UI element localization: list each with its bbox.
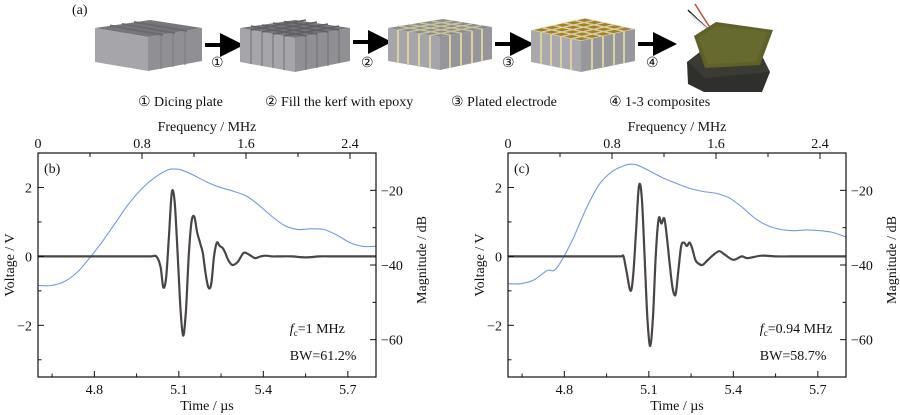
x-tick-label: 5.4 [725,383,743,398]
step-2-number: ② [361,56,374,71]
composite-transducer-photo [687,3,773,92]
electrode-pad [617,27,632,31]
x-tick-label: 5.7 [809,383,827,398]
electrode-pad [587,20,602,25]
center-frequency-annotation: fc=0.94 MHz [760,322,833,338]
electrode-pad [554,28,570,32]
electrode-pad [574,37,589,41]
x2-axis-label: Frequency / MHz [628,120,727,135]
y-tick-label: 0 [495,250,502,265]
electrode-pad [544,30,559,34]
y-axis-label: Voltage / V [3,233,18,296]
step-3-caption: ③ Plated electrode [451,95,557,110]
electrode-pad [564,34,579,39]
panel-a: (a) ① [72,3,773,110]
electrode-pad [574,32,590,36]
y2-axis-label: Magnitude / dB [885,216,900,304]
electrode-pad [565,25,581,29]
x2-tick-label: 0 [35,137,42,152]
y2-tick-label: −60 [381,334,403,349]
y2-axis-label: Magnitude / dB [415,216,430,304]
electrode-pad [584,34,600,38]
electrode-pad [606,29,622,34]
x2-tick-label: 2.4 [341,137,359,152]
dicing-plate-block-illustration [95,20,202,71]
electrode-pad [575,27,591,32]
step-3-number: ③ [502,56,515,71]
x2-tick-label: 0.8 [603,137,621,152]
x-tick-label: 5.1 [170,383,188,398]
x-tick-label: 5.1 [640,383,658,398]
magnitude-series-line [507,163,847,285]
y-tick-label: 2 [495,181,502,196]
y-axis-label: Voltage / V [473,233,488,296]
electrode-pad [534,28,549,32]
electrode-pad [555,23,571,27]
pillar-array-illustration [240,19,350,72]
voltage-series-line [37,189,376,337]
panel-label: (c) [514,162,530,177]
x-axis-label: Time / µs [180,399,233,414]
electrode-pad [607,25,622,29]
y2-tick-label: −40 [381,259,403,274]
y-tick-label: −2 [487,319,502,334]
electrode-pad [576,23,592,27]
center-frequency-annotation: fc=1 MHz [290,322,345,338]
electrode-pad [585,30,601,34]
y-tick-label: 0 [25,250,32,265]
electrode-pad [564,30,580,34]
x-tick-label: 4.8 [86,383,104,398]
step-2-caption: ② Fill the kerf with epoxy [265,95,413,110]
epoxy-filled-block-illustration [388,19,492,70]
voltage-series-line [507,182,846,348]
step-1-caption: ① Dicing plate [138,95,223,110]
electrode-pad [586,25,602,29]
electrode-pad [597,23,612,27]
x2-tick-label: 1.6 [707,137,725,152]
y2-tick-label: −20 [381,184,403,199]
x2-tick-label: 0 [505,137,512,152]
bandwidth-annotation: BW=58.7% [760,349,827,364]
panel-b-chart: 4.8 5.1 5.4 5.7 Time / µs 0 0.8 1.6 2.4 Frequency… [3,120,430,414]
y2-tick-label: −20 [851,184,873,199]
electrode-pad [566,21,582,25]
step-1-number: ① [211,56,224,71]
x2-tick-label: 0.8 [133,137,151,152]
y2-tick-label: −60 [851,334,873,349]
plot-frame [37,152,377,378]
electrode-pad [554,32,569,36]
panel-c-chart: 4.8 5.1 5.4 5.7 Time / µs 0 0.8 1.6 2.4 Frequency… [473,120,900,414]
x2-axis-label: Frequency / MHz [158,120,257,135]
step-4-caption: ④ 1-3 composites [609,95,710,110]
panel-a-label: (a) [72,3,88,18]
x-axis-label: Time / µs [650,399,703,414]
electrode-pad [577,18,592,22]
bandwidth-annotation: BW=61.2% [290,349,357,364]
y-tick-label: −2 [17,319,32,334]
y-tick-label: 2 [25,181,32,196]
electrode-pad [595,32,611,36]
y2-tick-label: −40 [851,259,873,274]
x-tick-label: 4.8 [556,383,574,398]
x-tick-label: 5.7 [339,383,357,398]
electrode-pad [596,27,612,31]
magnitude-series-line [37,168,377,287]
panel-label: (b) [44,162,61,177]
x-tick-label: 5.4 [255,383,273,398]
plated-electrode-block-illustration [531,18,635,72]
electrode-pad [544,25,560,30]
x2-tick-label: 2.4 [811,137,829,152]
step-4-number: ④ [646,56,659,71]
x2-tick-label: 1.6 [237,137,255,152]
